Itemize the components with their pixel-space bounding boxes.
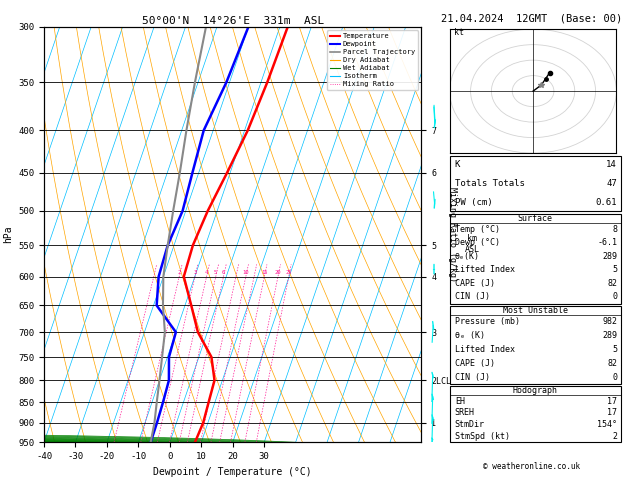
Text: 6: 6 xyxy=(222,270,225,275)
X-axis label: Dewpoint / Temperature (°C): Dewpoint / Temperature (°C) xyxy=(153,467,312,477)
Text: PW (cm): PW (cm) xyxy=(455,198,493,207)
Text: 0.61: 0.61 xyxy=(596,198,617,207)
Text: 4: 4 xyxy=(205,270,208,275)
Text: StmSpd (kt): StmSpd (kt) xyxy=(455,432,509,441)
Text: EH: EH xyxy=(455,397,465,405)
Text: CAPE (J): CAPE (J) xyxy=(455,279,495,288)
Text: 5: 5 xyxy=(214,270,218,275)
Text: © weatheronline.co.uk: © weatheronline.co.uk xyxy=(483,462,580,471)
Text: 21.04.2024  12GMT  (Base: 00): 21.04.2024 12GMT (Base: 00) xyxy=(441,14,622,24)
Text: 17: 17 xyxy=(607,408,617,417)
Text: K: K xyxy=(455,160,460,169)
Text: 82: 82 xyxy=(607,279,617,288)
Text: CAPE (J): CAPE (J) xyxy=(455,359,495,368)
Text: 82: 82 xyxy=(607,359,617,368)
Text: StmDir: StmDir xyxy=(455,420,485,429)
Text: 10: 10 xyxy=(243,270,249,275)
Text: 20: 20 xyxy=(275,270,281,275)
Text: 14: 14 xyxy=(606,160,617,169)
Text: 15: 15 xyxy=(261,270,267,275)
Text: 17: 17 xyxy=(607,397,617,405)
Text: Surface: Surface xyxy=(518,214,553,223)
Text: Temp (°C): Temp (°C) xyxy=(455,225,500,234)
Text: 0: 0 xyxy=(612,293,617,301)
Text: 3: 3 xyxy=(193,270,197,275)
Text: 2: 2 xyxy=(177,270,181,275)
Text: Lifted Index: Lifted Index xyxy=(455,345,515,354)
Text: θₑ (K): θₑ (K) xyxy=(455,331,485,340)
Text: 2: 2 xyxy=(612,432,617,441)
Text: 5: 5 xyxy=(612,265,617,275)
Text: 0: 0 xyxy=(612,373,617,382)
Text: 289: 289 xyxy=(602,252,617,261)
Text: kt: kt xyxy=(454,28,464,37)
Text: 8: 8 xyxy=(612,225,617,234)
Text: Totals Totals: Totals Totals xyxy=(455,179,525,188)
Text: Mixing Ratio (g/kg): Mixing Ratio (g/kg) xyxy=(448,187,457,282)
Y-axis label: km
ASL: km ASL xyxy=(464,235,479,254)
Text: -6.1: -6.1 xyxy=(597,238,617,247)
Text: SREH: SREH xyxy=(455,408,475,417)
Text: Dewp (°C): Dewp (°C) xyxy=(455,238,500,247)
Text: 25: 25 xyxy=(286,270,292,275)
Text: CIN (J): CIN (J) xyxy=(455,293,490,301)
Text: 5: 5 xyxy=(612,345,617,354)
Text: 47: 47 xyxy=(606,179,617,188)
Text: 289: 289 xyxy=(602,331,617,340)
Text: Pressure (mb): Pressure (mb) xyxy=(455,317,520,326)
Text: CIN (J): CIN (J) xyxy=(455,373,490,382)
Text: θₑ(K): θₑ(K) xyxy=(455,252,480,261)
Text: 154°: 154° xyxy=(597,420,617,429)
Text: Hodograph: Hodograph xyxy=(513,386,558,395)
Y-axis label: hPa: hPa xyxy=(3,226,13,243)
Text: Lifted Index: Lifted Index xyxy=(455,265,515,275)
Legend: Temperature, Dewpoint, Parcel Trajectory, Dry Adiabat, Wet Adiabat, Isotherm, Mi: Temperature, Dewpoint, Parcel Trajectory… xyxy=(327,30,418,90)
Title: 50°00'N  14°26'E  331m  ASL: 50°00'N 14°26'E 331m ASL xyxy=(142,16,324,26)
Text: Most Unstable: Most Unstable xyxy=(503,306,568,315)
Text: 982: 982 xyxy=(602,317,617,326)
